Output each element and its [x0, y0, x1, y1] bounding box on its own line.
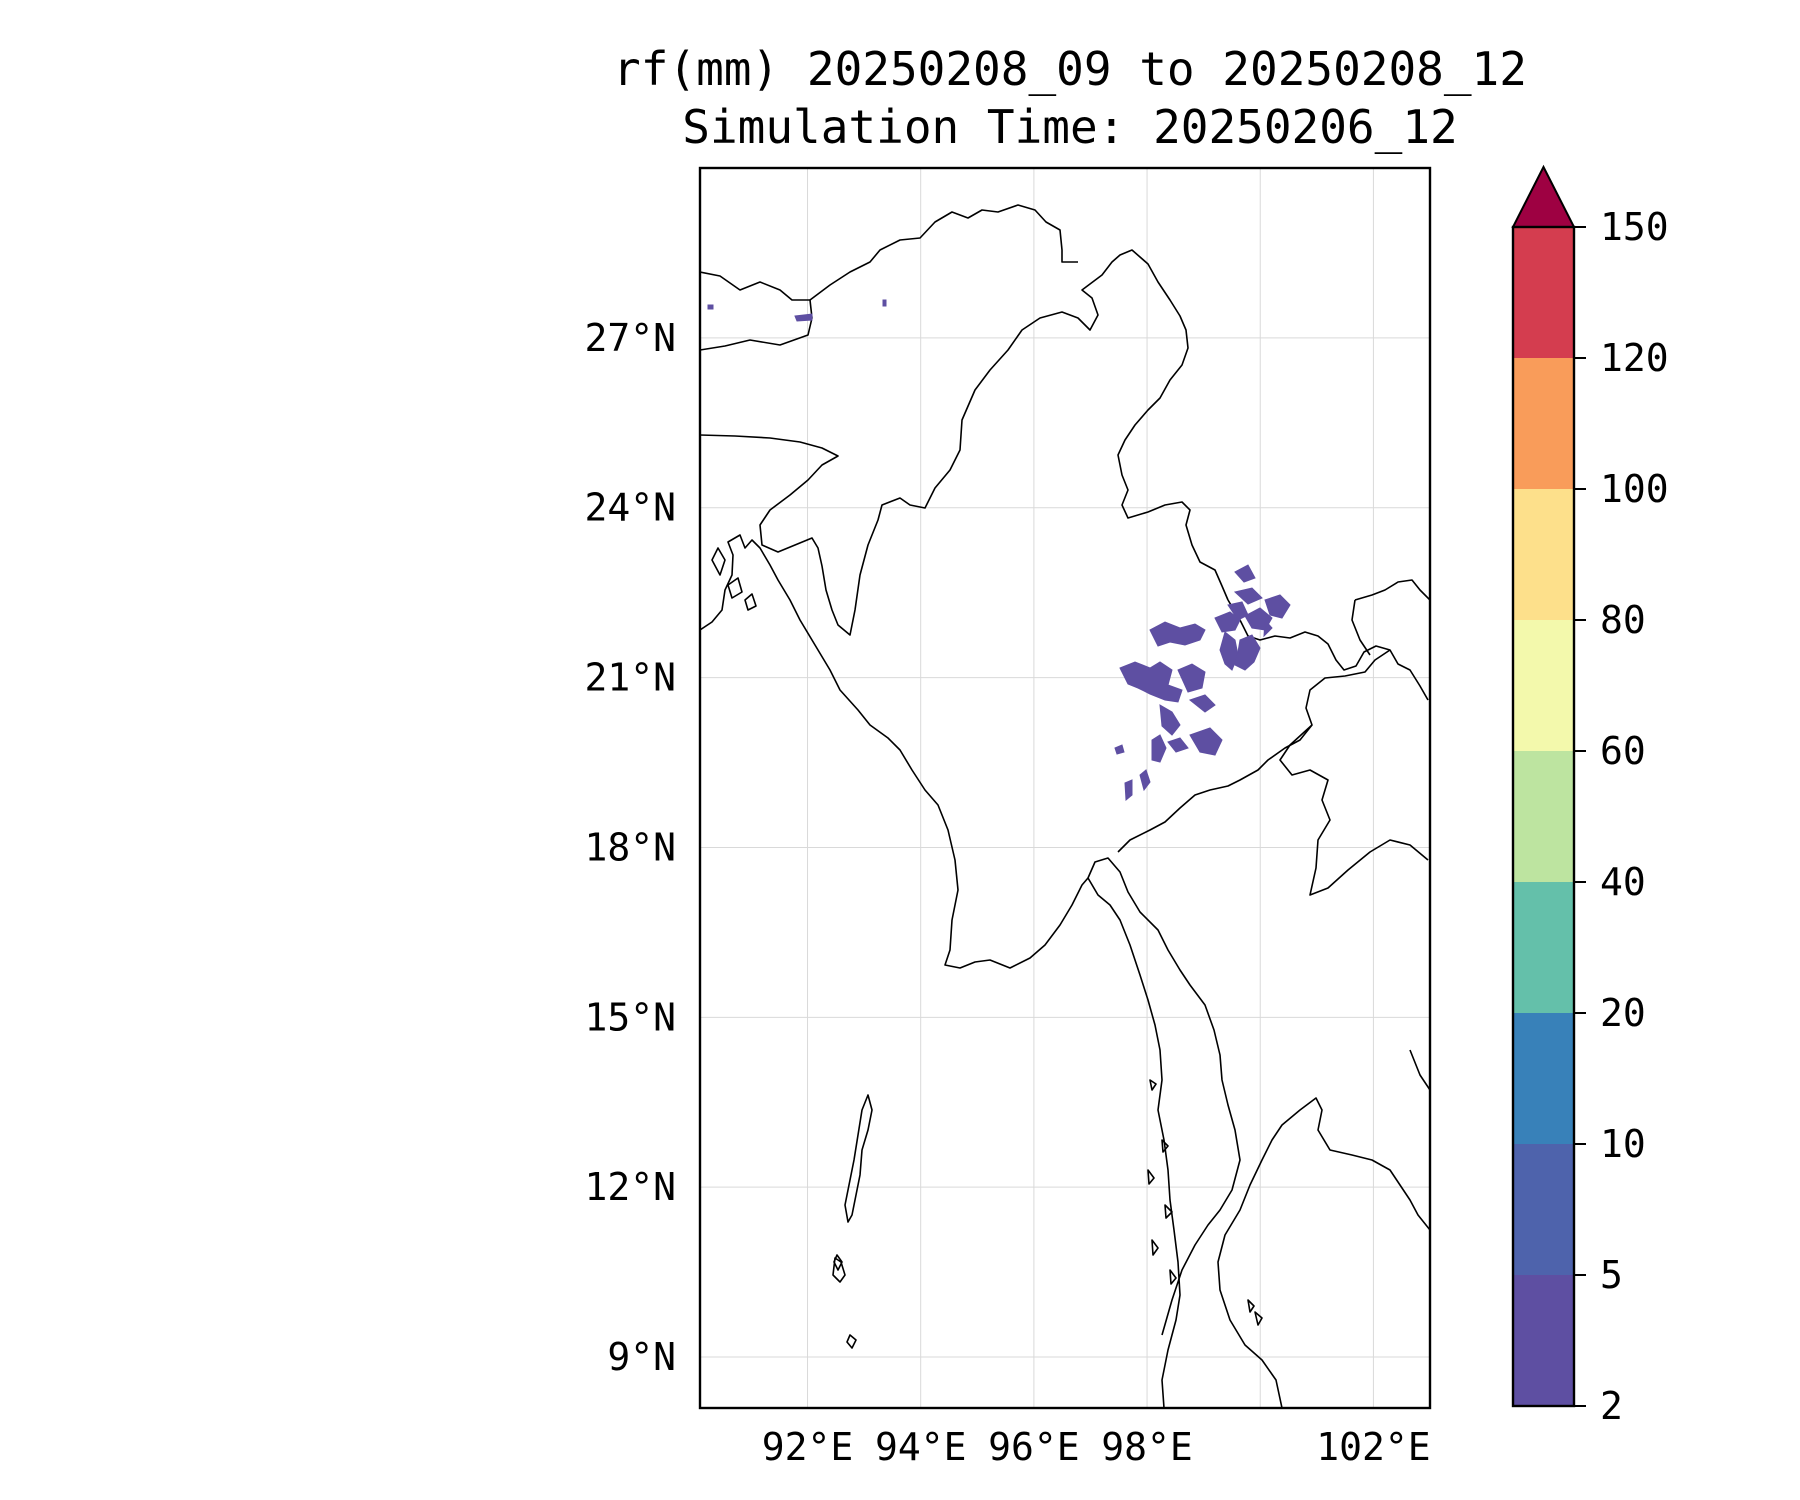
colorbar-extend-arrow: [1511, 164, 1576, 228]
border-thailand-cambodia: [1409, 1049, 1430, 1091]
rain-area: [1167, 737, 1189, 753]
rain-area: [707, 304, 714, 310]
rain-area: [1234, 634, 1261, 671]
lon-tick-label: 98°E: [1101, 1425, 1193, 1469]
rain-area: [1263, 618, 1273, 638]
rain-area: [1214, 611, 1241, 633]
rain-area: [1264, 594, 1291, 619]
andaman-islands: [832, 1094, 873, 1349]
title-line-1: rf(mm) 20250208_09 to 20250208_12: [613, 42, 1527, 96]
rain-area: [1114, 744, 1125, 755]
colorbar-tick-label: 40: [1600, 860, 1646, 904]
rain-area: [1233, 587, 1263, 605]
rain-area: [1227, 601, 1249, 621]
coastline-bangladesh-islands: [711, 547, 757, 611]
lon-tick-label: 94°E: [875, 1425, 967, 1469]
colorbar-labels: 2 5 10 20 40 60 80 100 120 150: [1574, 205, 1669, 1428]
rain-area: [1219, 631, 1239, 671]
rain-area: [1177, 663, 1206, 693]
lat-tick-label: 9°N: [607, 1335, 676, 1379]
longitude-labels: 92°E 94°E 96°E 98°E 102°E: [762, 1425, 1431, 1469]
rain-area: [1139, 769, 1151, 792]
colorbar-tick-label: 80: [1600, 598, 1646, 642]
colorbar-frame: [1511, 225, 1576, 1408]
mergui-archipelago: [1147, 1079, 1263, 1326]
lon-tick-label: 96°E: [988, 1425, 1080, 1469]
rain-area: [882, 299, 887, 307]
latitude-labels: 27°N 24°N 21°N 18°N 15°N 12°N 9°N: [584, 316, 676, 1379]
lon-tick-label: 92°E: [762, 1425, 854, 1469]
rain-area: [1189, 727, 1223, 756]
rain-area: [1124, 779, 1133, 802]
colorbar-tick-label: 5: [1600, 1253, 1623, 1297]
colorbar-segment: [1513, 751, 1574, 882]
colorbar-tick-label: 60: [1600, 729, 1646, 773]
lat-tick-label: 18°N: [584, 825, 676, 869]
lat-tick-label: 15°N: [584, 995, 676, 1039]
colorbar-tick-label: 2: [1600, 1384, 1623, 1428]
colorbar-segment: [1513, 882, 1574, 1013]
rain-area: [1159, 704, 1181, 736]
lat-tick-label: 24°N: [584, 486, 676, 530]
colorbar-tick-label: 20: [1600, 991, 1646, 1035]
colorbar-tick-label: 100: [1600, 467, 1669, 511]
rain-area: [1151, 734, 1167, 763]
colorbar-segment: [1513, 1013, 1574, 1144]
colorbar-segment: [1513, 358, 1574, 489]
border-thailand-laos: [1279, 724, 1429, 896]
border-bhutan-china: [809, 204, 1078, 301]
colorbar-segment: [1513, 1144, 1574, 1275]
rain-area: [1119, 661, 1183, 703]
border-myanmar-thailand-south: [1087, 857, 1241, 1336]
colorbar: [1511, 164, 1576, 1408]
border-myanmar-west: [700, 249, 1229, 636]
colorbar-segment: [1513, 1275, 1574, 1406]
border-china-laos: [1227, 599, 1429, 701]
colorbar-tick-label: 120: [1600, 336, 1669, 380]
title-line-2: Simulation Time: 20250206_12: [682, 100, 1458, 154]
coastlines: [700, 204, 1430, 1408]
coastline-bay-of-bengal: [700, 534, 1181, 1408]
colorbar-segment: [1513, 620, 1574, 751]
coastline-gulf-of-thailand: [1217, 1097, 1430, 1408]
rain-area: [794, 313, 813, 322]
rain-area: [1188, 694, 1216, 713]
lat-tick-label: 12°N: [584, 1165, 676, 1209]
map-content: [700, 204, 1430, 1408]
rainfall-shading: [707, 299, 1291, 802]
lat-tick-label: 27°N: [584, 316, 676, 360]
lon-tick-label: 102°E: [1316, 1425, 1430, 1469]
border-myanmar-thailand: [1117, 649, 1391, 853]
border-laos-vietnam: [1351, 579, 1430, 656]
lat-tick-label: 21°N: [584, 656, 676, 700]
rain-area: [1149, 621, 1206, 647]
rain-area: [1234, 564, 1256, 583]
graticule: [700, 168, 1430, 1408]
map-frame: [698, 166, 1432, 1410]
colorbar-segment: [1513, 489, 1574, 620]
colorbar-tick-label: 10: [1600, 1122, 1646, 1166]
colorbar-tick-label: 150: [1600, 205, 1669, 249]
colorbar-segment: [1513, 227, 1574, 358]
